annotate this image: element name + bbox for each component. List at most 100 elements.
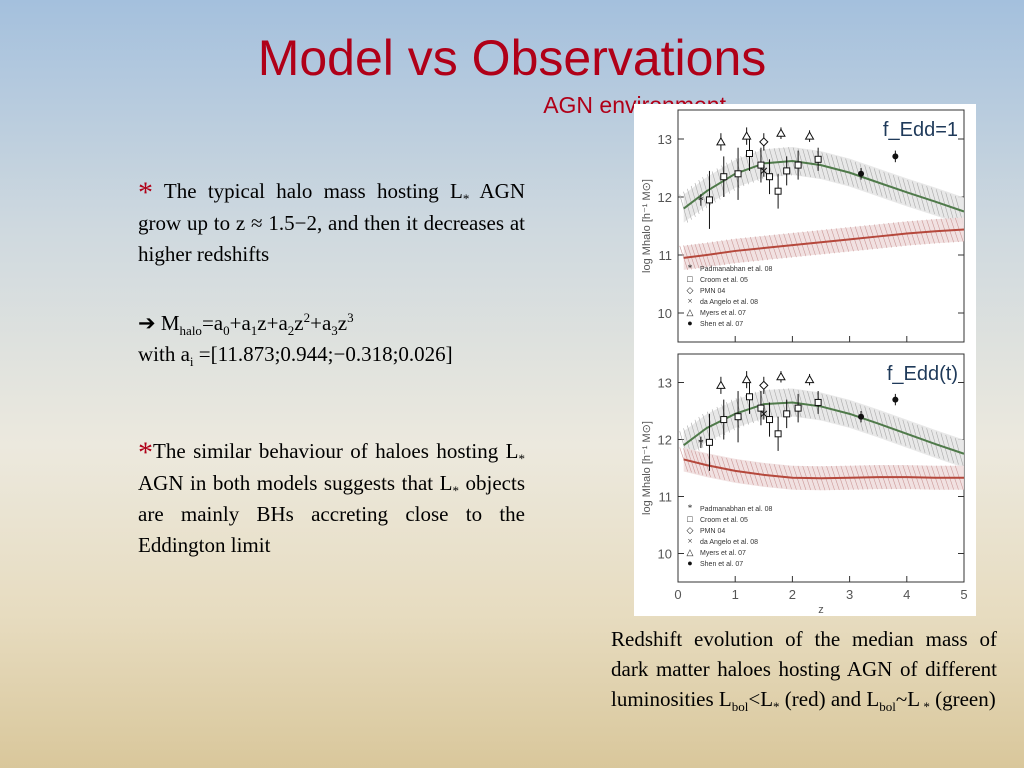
data-point-square — [705, 438, 713, 446]
bullet2-text-c: objects are mainly BHs accreting close t… — [138, 471, 525, 557]
formula-eq: =a — [201, 311, 224, 335]
y-tick-label: 11 — [659, 248, 673, 263]
data-point-square — [783, 410, 791, 418]
bullet2-sub-a: * — [518, 451, 526, 467]
data-point-square — [757, 161, 765, 169]
formula-z3: z — [337, 311, 348, 335]
x-tick-label: 4 — [903, 587, 910, 602]
bullet2-sub-b: * — [452, 483, 459, 499]
legend-entry: Padmanabhan et al. 08 — [700, 506, 772, 513]
legend-symbol: ● — [687, 558, 692, 568]
legend-entry: da Angelo et al. 08 — [700, 539, 758, 546]
y-tick-label: 13 — [658, 132, 672, 147]
y-tick-label: 10 — [658, 547, 672, 562]
data-point-square — [746, 150, 753, 157]
data-point-square — [720, 416, 728, 424]
data-point-square — [766, 173, 774, 181]
y-tick-label: 11 — [659, 490, 673, 505]
panel-label: f_Edd(t) — [887, 363, 958, 385]
legend-entry: Myers et al. 07 — [700, 310, 746, 317]
hatch — [679, 194, 689, 223]
coeff-values: =[11.873;0.944;−0.318;0.026] — [193, 342, 453, 366]
formula-plus-a3: +a — [310, 311, 332, 335]
data-point-x — [760, 410, 768, 418]
legend-entry: Shen et al. 07 — [700, 321, 743, 328]
data-point-square — [734, 170, 742, 178]
legend-entry: Shen et al. 07 — [700, 561, 743, 568]
data-point-square — [705, 196, 713, 204]
data-point-circle — [892, 153, 899, 160]
data-point-square — [720, 173, 728, 181]
caption-b: <L — [748, 687, 774, 711]
legend-symbol: ◇ — [687, 525, 694, 535]
arrow-icon: ➔ — [138, 311, 156, 335]
data-point-x — [760, 167, 768, 175]
bullet2-text-a: The similar behaviour of haloes hosting … — [153, 439, 519, 463]
bullet-text-cont: AGN grow up to z ≈ 1.5−2, and then it de… — [138, 179, 526, 266]
legend-symbol: △ — [687, 307, 694, 317]
legend-symbol: ● — [687, 318, 692, 328]
chart-fedd-t: 10 11 12 13 0 1 2 3 4 5 z log Mhalo [h⁻¹ M⊙] * * Padma… — [634, 348, 976, 616]
bullet-star-icon: * — [138, 176, 153, 209]
x-tick-label: 1 — [732, 587, 739, 602]
data-point-square — [766, 416, 774, 424]
data-point-triangle — [741, 131, 752, 140]
legend-symbol: * — [688, 263, 693, 273]
data-point-square — [774, 430, 782, 438]
caption-star-1: * — [773, 699, 780, 715]
caption-e: (green) — [929, 687, 996, 711]
caption-star-2: * — [920, 699, 930, 715]
slide-title: Model vs Observations — [257, 30, 767, 86]
model-line-red — [683, 458, 964, 480]
data-point-circle — [858, 170, 865, 177]
caption-bol-1: bol — [731, 699, 749, 715]
data-point-triangle — [741, 374, 752, 384]
l-star-sub: * — [462, 191, 470, 207]
hatch — [679, 245, 689, 270]
data-point-circle — [892, 396, 899, 403]
legend-entry: PMN 04 — [700, 288, 725, 295]
data-point-triangle — [776, 371, 786, 381]
data-point-square — [814, 155, 822, 163]
formula-sub-1: 1 — [250, 323, 258, 339]
data-point-square — [794, 161, 802, 169]
model-line-red — [683, 228, 965, 259]
caption-a: Redshift evolution of the median mass of… — [611, 627, 997, 711]
model-band-red — [683, 447, 964, 491]
formula-z-plus-a: z+a — [257, 311, 288, 335]
formula-m: M — [155, 311, 180, 335]
formula-pow-3: 3 — [347, 310, 354, 325]
y-tick-label: 12 — [658, 190, 672, 205]
y-tick-label: 10 — [658, 306, 672, 321]
y-axis-label: log Mhalo [h⁻¹ M⊙] — [641, 179, 653, 273]
formula-sub-0: 0 — [223, 323, 230, 339]
x-axis-label: z — [818, 604, 824, 616]
hatch — [679, 447, 689, 472]
data-point-circle — [858, 413, 865, 420]
legend-symbol: □ — [687, 514, 693, 524]
legend-entry: Croom et al. 05 — [700, 517, 748, 524]
formula-pow-2: 2 — [303, 310, 311, 325]
model-band-red — [683, 217, 964, 270]
data-point-square — [757, 404, 765, 412]
formula-z: z — [294, 311, 304, 335]
data-point-diamond — [759, 137, 769, 147]
x-tick-label: 2 — [789, 587, 796, 602]
data-point-triangle — [804, 131, 815, 140]
legend-symbol: * — [688, 503, 693, 513]
y-tick-label: 12 — [658, 433, 672, 448]
panel-label: f_Edd=1 — [883, 119, 958, 141]
data-point-triangle — [716, 136, 726, 146]
legend-entry: da Angelo et al. 08 — [700, 299, 758, 306]
data-point-square — [746, 393, 753, 401]
coefficients-line: with ai =[11.873;0.944;−0.318;0.026] — [138, 339, 525, 370]
bullet-star-icon: * — [138, 436, 153, 469]
data-point-square — [783, 167, 791, 175]
data-point-square — [774, 187, 782, 195]
bullet2-text-b: AGN in both models suggests that L — [138, 471, 453, 495]
data-point-triangle — [776, 128, 786, 137]
formula-block: ➔ Mhalo=a0+a1z+a2z2+a3z3 with ai =[11.87… — [138, 308, 525, 370]
chart-fedd-1: 10 11 12 13 log Mhalo [h⁻¹ M⊙] * * Padmanabhan … — [634, 104, 976, 348]
legend-entry: Croom et al. 05 — [700, 277, 748, 284]
